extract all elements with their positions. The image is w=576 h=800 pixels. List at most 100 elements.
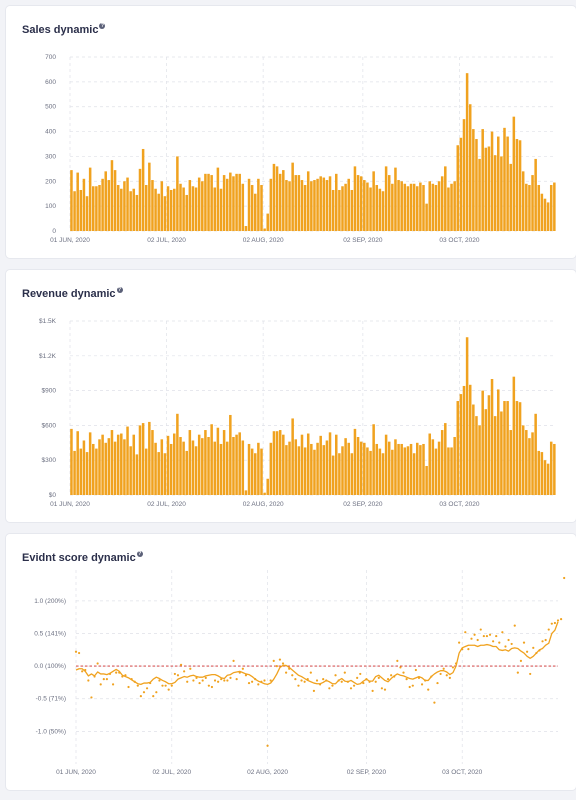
bar — [481, 129, 484, 231]
y-tick-label: $1.2K — [39, 353, 57, 360]
bar — [247, 178, 251, 231]
bar — [70, 170, 73, 231]
bar — [384, 434, 388, 495]
x-tick-label: 02 JUL, 2020 — [152, 769, 191, 776]
bar — [531, 432, 534, 495]
score-point — [556, 619, 560, 622]
score-point — [451, 666, 455, 669]
bar — [232, 437, 235, 495]
bar — [70, 428, 73, 495]
score-point — [547, 628, 550, 631]
bar — [229, 414, 232, 495]
bar — [400, 181, 403, 231]
score-point — [328, 687, 331, 690]
y-tick-label: $1.5K — [39, 318, 57, 325]
bar — [213, 441, 217, 495]
score-point — [371, 689, 374, 693]
bar — [465, 337, 469, 495]
bar — [478, 425, 481, 495]
help-icon[interactable]: ? — [116, 287, 123, 293]
x-tick-label: 03 OCT, 2020 — [442, 769, 482, 776]
bar — [160, 439, 164, 495]
bar — [207, 173, 210, 231]
bar — [104, 171, 107, 231]
bar — [116, 434, 120, 495]
score-point — [396, 659, 399, 662]
x-tick-label: 02 AUG, 2020 — [243, 237, 284, 244]
score-point — [198, 681, 201, 685]
score-point — [495, 634, 498, 638]
bar — [123, 181, 126, 231]
score-point — [105, 678, 108, 681]
bar — [95, 448, 98, 495]
x-tick-label: 02 JUL, 2020 — [147, 237, 186, 244]
help-icon[interactable]: ? — [99, 23, 106, 29]
bar — [151, 430, 154, 495]
bar — [188, 180, 192, 231]
bar — [101, 434, 104, 495]
bar — [462, 385, 466, 495]
bar — [406, 186, 410, 231]
bar — [278, 173, 282, 231]
bar — [201, 181, 204, 231]
bar — [540, 452, 544, 495]
bar — [219, 188, 223, 231]
bar — [92, 186, 95, 231]
bar — [282, 434, 285, 495]
bar — [188, 430, 192, 495]
bar — [92, 443, 95, 495]
bar — [369, 450, 372, 495]
bar — [416, 186, 419, 231]
bar — [225, 441, 229, 495]
y-tick-label: 0 — [52, 228, 56, 235]
bar — [325, 180, 329, 231]
x-tick-label: 01 JUN, 2020 — [50, 501, 90, 508]
x-tick-label: 01 JUN, 2020 — [56, 769, 96, 776]
bar — [166, 435, 170, 495]
bar — [375, 443, 379, 495]
bar — [425, 466, 428, 495]
revenue-chart: $0 $300 $600 $900 $1.2K $1.5K 01 JUN, 2020 02 J… — [39, 318, 556, 508]
bar — [288, 441, 291, 495]
score-point — [232, 659, 235, 662]
score-point — [383, 688, 387, 691]
bar — [157, 452, 160, 495]
bar — [356, 175, 360, 231]
y-tick-label: 0.5 (141%) — [34, 630, 66, 637]
y-tick-label: 1.0 (200%) — [34, 598, 66, 605]
y-tick-label: -0.5 (71%) — [36, 696, 66, 703]
score-point — [436, 681, 439, 685]
bar — [325, 440, 329, 495]
bar — [275, 431, 279, 495]
bar — [490, 131, 494, 231]
score-point — [164, 684, 167, 687]
bar — [366, 182, 369, 231]
score-point — [263, 679, 266, 682]
score-point — [405, 678, 408, 681]
bar — [300, 180, 304, 231]
x-tick-label: 03 OCT, 2020 — [439, 501, 479, 508]
bar — [207, 437, 210, 495]
bar — [409, 183, 413, 231]
bar — [500, 411, 503, 495]
bar — [412, 453, 416, 495]
score-point — [519, 659, 523, 662]
score-point — [229, 676, 232, 679]
help-icon[interactable]: ? — [136, 551, 143, 557]
bar — [490, 379, 494, 495]
score-point — [377, 676, 380, 679]
bar — [216, 167, 220, 231]
bar — [387, 175, 391, 231]
bar — [291, 418, 294, 495]
bar — [468, 384, 472, 495]
y-tick-label: 700 — [45, 54, 56, 61]
bar — [434, 185, 438, 231]
bar — [487, 146, 491, 231]
revenue-title: Revenue dynamic? — [22, 287, 123, 300]
score-point — [115, 671, 118, 674]
bar — [394, 439, 397, 495]
bar — [182, 441, 185, 495]
score-point — [507, 638, 510, 642]
bar — [521, 425, 525, 495]
bar — [238, 173, 241, 231]
